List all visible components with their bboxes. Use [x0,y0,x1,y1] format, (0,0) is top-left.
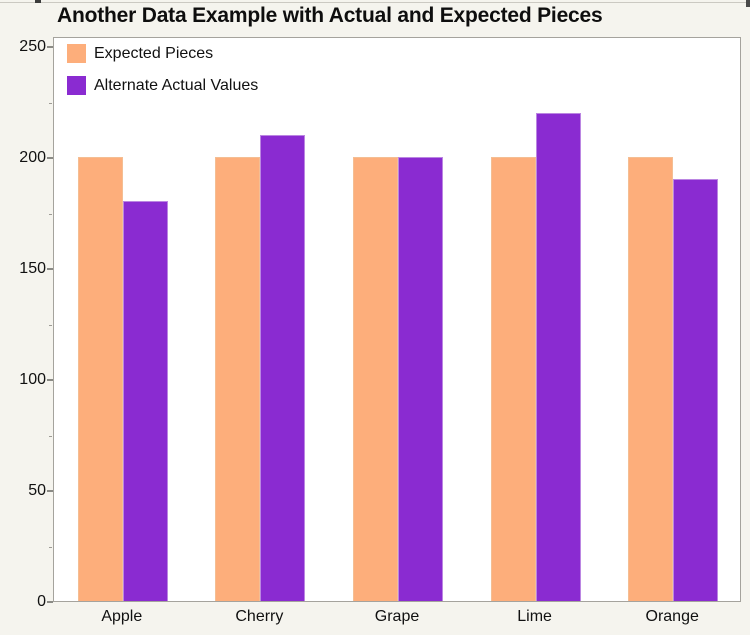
top-hairline-divider [0,2,750,3]
y-minor-tick-mark [49,324,52,326]
y-tick-mark [47,157,53,159]
y-tick-label-0: 0 [37,593,46,610]
y-minor-tick-mark [49,546,52,548]
legend-label-expected: Expected Pieces [94,44,214,62]
y-minor-tick-mark [49,435,52,437]
bar-orange-expected[interactable] [628,157,674,601]
y-tick-mark [47,46,53,48]
bar-lime-actual[interactable] [535,112,581,601]
legend-label-actual: Alternate Actual Values [94,76,259,94]
x-category-label-grape: Grape [374,608,420,625]
plot-area: Expected Pieces Alternate Actual Values [53,37,741,602]
y-tick-mark [47,601,53,603]
y-minor-tick-mark [49,213,52,215]
legend-swatch-expected[interactable] [67,44,86,63]
x-category-label-lime: Lime [517,608,552,625]
bar-cherry-actual[interactable] [260,134,306,601]
legend-row-expected: Expected Pieces [67,44,258,63]
y-tick-label-250: 250 [19,38,46,55]
legend: Expected Pieces Alternate Actual Values [67,44,258,108]
y-tick-mark [47,490,53,492]
bar-grape-expected[interactable] [353,157,398,601]
x-category-label-apple: Apple [101,608,143,625]
y-minor-tick-mark [49,102,52,104]
bar-lime-expected[interactable] [490,157,536,601]
y-tick-label-100: 100 [19,371,46,388]
bar-orange-actual[interactable] [673,179,719,601]
legend-swatch-actual[interactable] [67,76,86,95]
y-tick-label-150: 150 [19,260,46,277]
x-category-label-orange: Orange [645,608,699,625]
top-crop-tick [35,0,41,3]
bar-cherry-expected[interactable] [215,157,261,601]
chart-title: Another Data Example with Actual and Exp… [57,4,603,27]
bar-grape-actual[interactable] [398,157,443,601]
y-tick-label-50: 50 [28,482,46,499]
y-tick-mark [47,268,53,270]
bar-apple-expected[interactable] [77,157,123,601]
y-tick-mark [47,379,53,381]
y-tick-label-200: 200 [19,149,46,166]
x-category-label-cherry: Cherry [235,608,284,625]
bar-apple-actual[interactable] [122,201,168,601]
top-right-crop-mark [746,0,750,7]
legend-row-actual: Alternate Actual Values [67,76,258,95]
